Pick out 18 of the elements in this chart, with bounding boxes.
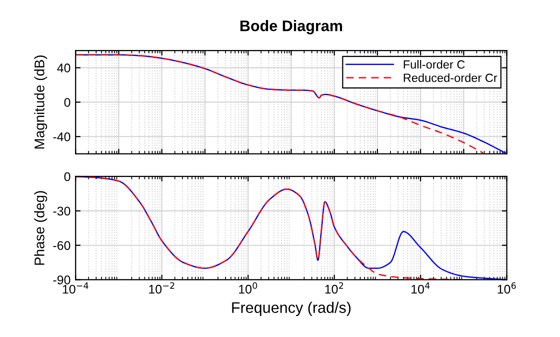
- x-tick-label: 10$^{−2}$: [149, 282, 174, 294]
- y-axis-title: Phase (deg): [34, 191, 48, 265]
- y-tick-label: 40: [57, 64, 70, 72]
- y-tick-label: 0: [64, 172, 70, 182]
- y-axis-title: Magnitude (dB): [34, 56, 48, 148]
- x-tick-label: 10$^{4}$: [412, 282, 430, 294]
- x-tick-label: 10$^{6}$: [498, 282, 516, 294]
- chart-title: Bode Diagram: [240, 20, 342, 34]
- y-tick-label: -30: [53, 206, 70, 216]
- y-tick-label: 0: [64, 98, 70, 107]
- legend-label: Reduced-order Cr: [404, 73, 498, 82]
- x-tick-label: 10$^{2}$: [325, 282, 344, 294]
- y-tick-label: -40: [53, 132, 70, 142]
- x-axis-title: Frequency (rad/s): [232, 302, 351, 316]
- y-tick-label: -90: [53, 276, 70, 284]
- legend-label: Full-order C: [404, 60, 465, 69]
- y-tick-label: -60: [53, 241, 70, 250]
- x-tick-label: 10$^{0}$: [239, 282, 258, 294]
